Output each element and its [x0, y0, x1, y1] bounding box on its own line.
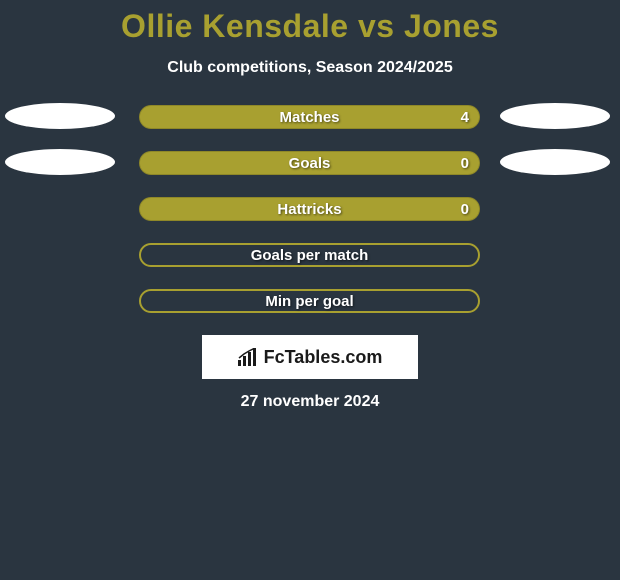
stat-bar: Hattricks 0 — [139, 197, 480, 221]
stat-bar: Min per goal — [139, 289, 480, 313]
stat-label: Goals per match — [251, 247, 369, 264]
stat-row: Matches 4 — [0, 105, 620, 129]
stat-row: Goals 0 — [0, 151, 620, 175]
chart-icon — [238, 348, 260, 366]
stat-row: Goals per match — [0, 243, 620, 267]
right-ellipse — [500, 103, 610, 129]
stat-value: 0 — [461, 155, 469, 172]
page-subtitle: Club competitions, Season 2024/2025 — [0, 59, 620, 77]
stats-container: Matches 4 Goals 0 Hattricks 0 Goals per match M… — [0, 105, 620, 313]
stat-value: 0 — [461, 201, 469, 218]
stat-label: Matches — [279, 109, 339, 126]
footer-logo: FcTables.com — [202, 335, 418, 379]
left-ellipse — [5, 149, 115, 175]
stat-bar: Matches 4 — [139, 105, 480, 129]
right-ellipse — [500, 149, 610, 175]
stat-bar: Goals per match — [139, 243, 480, 267]
logo-text: FcTables.com — [238, 347, 383, 368]
page-title: Ollie Kensdale vs Jones — [0, 0, 620, 45]
stat-row: Min per goal — [0, 289, 620, 313]
stat-label: Min per goal — [265, 293, 353, 310]
left-ellipse — [5, 103, 115, 129]
stat-label: Goals — [289, 155, 331, 172]
stat-value: 4 — [461, 109, 469, 126]
stat-label: Hattricks — [277, 201, 341, 218]
stat-bar: Goals 0 — [139, 151, 480, 175]
logo-label: FcTables.com — [264, 347, 383, 368]
date-label: 27 november 2024 — [0, 393, 620, 411]
stat-row: Hattricks 0 — [0, 197, 620, 221]
